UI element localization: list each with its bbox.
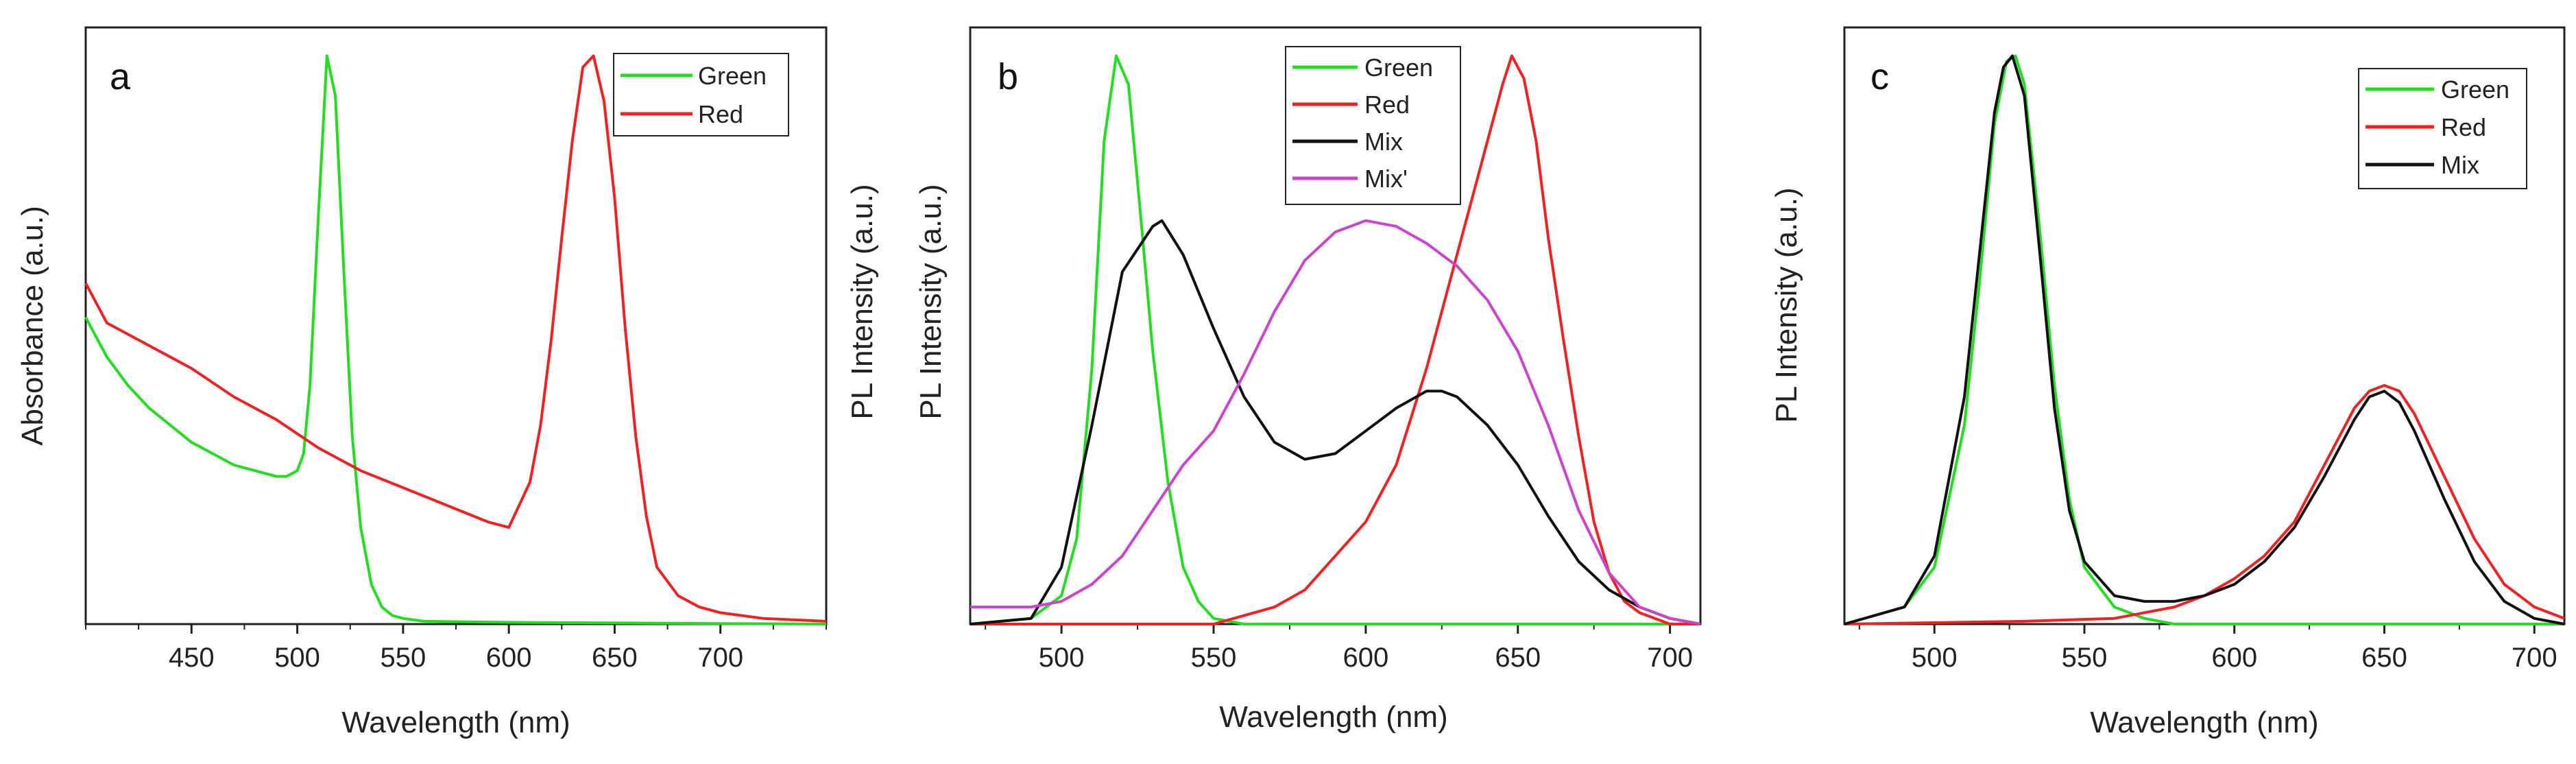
panel-b-series-line-red <box>970 54 1700 625</box>
panel-b-legend-label-red: Red <box>1364 91 1410 119</box>
panel-b-x-tick-label-600: 600 <box>1343 643 1389 673</box>
panel-c-series-line-mix <box>1844 54 2565 625</box>
panel-c-x-tick-label-500: 500 <box>1912 643 1958 673</box>
panel-c-x-tick-label-700: 700 <box>2512 643 2557 673</box>
panel-c-ticks: 500 550 600 650 700 <box>1858 624 2557 673</box>
panel-b-y-axis-title-inner: PL Intensity (a.u.) <box>914 184 948 419</box>
panel-c-series <box>1844 54 2565 625</box>
panel-b-series-line-mix-prime <box>970 219 1701 625</box>
panel-c: c 500 550 600 650 700 Wavelength (nm) PL Int… <box>1770 26 2566 739</box>
panel-a-legend-label-green: Green <box>698 62 767 90</box>
panel-a-x-tick-label-700: 700 <box>697 643 743 673</box>
panel-b-series-line-green <box>970 54 1700 625</box>
panel-a-x-tick-label-650: 650 <box>592 643 638 673</box>
panel-b-legend-label-green: Green <box>1364 53 1433 82</box>
panel-c-legend-label-mix: Mix <box>2441 151 2479 179</box>
panel-c-letter: c <box>1870 56 1889 97</box>
panel-c-x-axis-title: Wavelength (nm) <box>2090 706 2318 739</box>
panel-b: b 500 550 600 650 700 Wavelength (nm) PL Int… <box>845 26 1702 734</box>
panel-a-series <box>84 54 827 625</box>
panel-b-x-axis-title: Wavelength (nm) <box>1219 700 1447 734</box>
panel-b-x-tick-label-650: 650 <box>1495 643 1541 673</box>
panel-b-legend-label-mix-prime: Mix' <box>1364 165 1408 193</box>
panel-a: a 450 500 550 600 650 700 Wavelength (nm) Abs… <box>16 26 828 739</box>
panel-c-series-line-green <box>1844 54 2564 625</box>
panel-a-legend-label-red: Red <box>698 100 743 128</box>
panel-a-ticks: 450 500 550 600 650 700 <box>85 624 827 673</box>
panel-b-legend-label-mix: Mix <box>1364 128 1403 156</box>
panel-a-x-tick-label-500: 500 <box>274 643 320 673</box>
panel-b-series <box>970 54 1701 625</box>
panel-a-y-axis-title: Absorbance (a.u.) <box>16 206 49 446</box>
panel-a-x-tick-label-600: 600 <box>486 643 532 673</box>
panel-b-x-tick-label-700: 700 <box>1647 643 1693 673</box>
panel-a-series-line-red <box>84 54 827 623</box>
panel-c-x-tick-label-550: 550 <box>2062 643 2108 673</box>
panel-a-legend: Green Red <box>613 53 789 136</box>
panel-a-x-axis-title: Wavelength (nm) <box>341 706 570 739</box>
panel-c-x-tick-label-650: 650 <box>2361 643 2407 673</box>
panel-a-letter: a <box>110 56 131 97</box>
panel-c-x-tick-label-600: 600 <box>2211 643 2257 673</box>
panel-b-x-tick-label-500: 500 <box>1039 643 1085 673</box>
panel-a-x-tick-label-550: 550 <box>380 643 426 673</box>
panel-c-y-axis-title: PL Intensity (a.u.) <box>1770 187 1803 422</box>
panel-a-series-line-green <box>84 54 827 625</box>
panel-b-y-axis-title-outer: PL Intensity (a.u.) <box>845 184 879 419</box>
panel-a-legend-box <box>613 53 789 136</box>
panel-c-legend-label-green: Green <box>2441 75 2509 104</box>
panel-b-ticks: 500 550 600 650 700 <box>985 624 1693 673</box>
panel-c-legend: Green Red Mix <box>2358 68 2527 189</box>
panel-a-x-tick-label-450: 450 <box>169 643 215 673</box>
panel-b-series-line-mix <box>970 219 1701 625</box>
panel-b-legend: Green Red Mix Mix' <box>1285 46 1461 205</box>
panel-c-legend-label-red: Red <box>2441 113 2486 141</box>
panel-c-series-line-red <box>1844 384 2565 625</box>
panel-b-letter: b <box>998 56 1018 97</box>
panel-b-x-tick-label-550: 550 <box>1191 643 1237 673</box>
